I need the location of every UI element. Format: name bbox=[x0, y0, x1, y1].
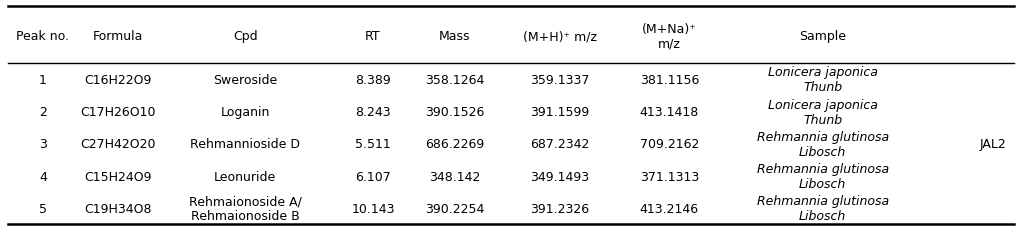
Text: 3: 3 bbox=[39, 138, 47, 151]
Text: 709.2162: 709.2162 bbox=[640, 138, 699, 151]
Text: 348.142: 348.142 bbox=[429, 170, 480, 183]
Text: 359.1337: 359.1337 bbox=[530, 74, 590, 87]
Text: 390.1526: 390.1526 bbox=[425, 106, 484, 119]
Text: C15H24O9: C15H24O9 bbox=[84, 170, 151, 183]
Text: 349.1493: 349.1493 bbox=[530, 170, 590, 183]
Text: 686.2269: 686.2269 bbox=[425, 138, 484, 151]
Text: 391.1599: 391.1599 bbox=[530, 106, 590, 119]
Text: Leonuride: Leonuride bbox=[215, 170, 276, 183]
Text: (M+Na)⁺
m/z: (M+Na)⁺ m/z bbox=[642, 23, 697, 51]
Text: 2: 2 bbox=[39, 106, 47, 119]
Text: Mass: Mass bbox=[439, 30, 470, 43]
Text: C27H42O20: C27H42O20 bbox=[80, 138, 155, 151]
Text: 5: 5 bbox=[39, 202, 47, 215]
Text: 381.1156: 381.1156 bbox=[640, 74, 699, 87]
Text: 5.511: 5.511 bbox=[356, 138, 390, 151]
Text: C19H34O8: C19H34O8 bbox=[84, 202, 151, 215]
Text: 413.2146: 413.2146 bbox=[640, 202, 699, 215]
Text: 391.2326: 391.2326 bbox=[530, 202, 590, 215]
Text: 358.1264: 358.1264 bbox=[425, 74, 484, 87]
Text: 8.243: 8.243 bbox=[356, 106, 390, 119]
Text: 413.1418: 413.1418 bbox=[640, 106, 699, 119]
Text: Cpd: Cpd bbox=[233, 30, 258, 43]
Text: Rehmannia glutinosa
Libosch: Rehmannia glutinosa Libosch bbox=[756, 130, 889, 158]
Text: (M+H)⁺ m/z: (M+H)⁺ m/z bbox=[523, 30, 597, 43]
Text: Lonicera japonica
Thunb: Lonicera japonica Thunb bbox=[768, 66, 878, 94]
Text: Rehmaionoside A/
Rehmaionoside B: Rehmaionoside A/ Rehmaionoside B bbox=[189, 194, 301, 222]
Text: 8.389: 8.389 bbox=[356, 74, 390, 87]
Text: 371.1313: 371.1313 bbox=[640, 170, 699, 183]
Text: JAL2: JAL2 bbox=[980, 138, 1007, 151]
Text: Rehmannioside D: Rehmannioside D bbox=[190, 138, 300, 151]
Text: C17H26O10: C17H26O10 bbox=[80, 106, 155, 119]
Text: 390.2254: 390.2254 bbox=[425, 202, 484, 215]
Text: Sample: Sample bbox=[799, 30, 846, 43]
Text: 10.143: 10.143 bbox=[352, 202, 394, 215]
Text: 4: 4 bbox=[39, 170, 47, 183]
Text: 6.107: 6.107 bbox=[356, 170, 390, 183]
Text: RT: RT bbox=[365, 30, 381, 43]
Text: Peak no.: Peak no. bbox=[16, 30, 69, 43]
Text: Lonicera japonica
Thunb: Lonicera japonica Thunb bbox=[768, 98, 878, 126]
Text: C16H22O9: C16H22O9 bbox=[84, 74, 151, 87]
Text: 687.2342: 687.2342 bbox=[530, 138, 590, 151]
Text: Formula: Formula bbox=[92, 30, 143, 43]
Text: Rehmannia glutinosa
Libosch: Rehmannia glutinosa Libosch bbox=[756, 194, 889, 222]
Text: 1: 1 bbox=[39, 74, 47, 87]
Text: Loganin: Loganin bbox=[221, 106, 270, 119]
Text: Rehmannia glutinosa
Libosch: Rehmannia glutinosa Libosch bbox=[756, 162, 889, 190]
Text: Sweroside: Sweroside bbox=[214, 74, 277, 87]
